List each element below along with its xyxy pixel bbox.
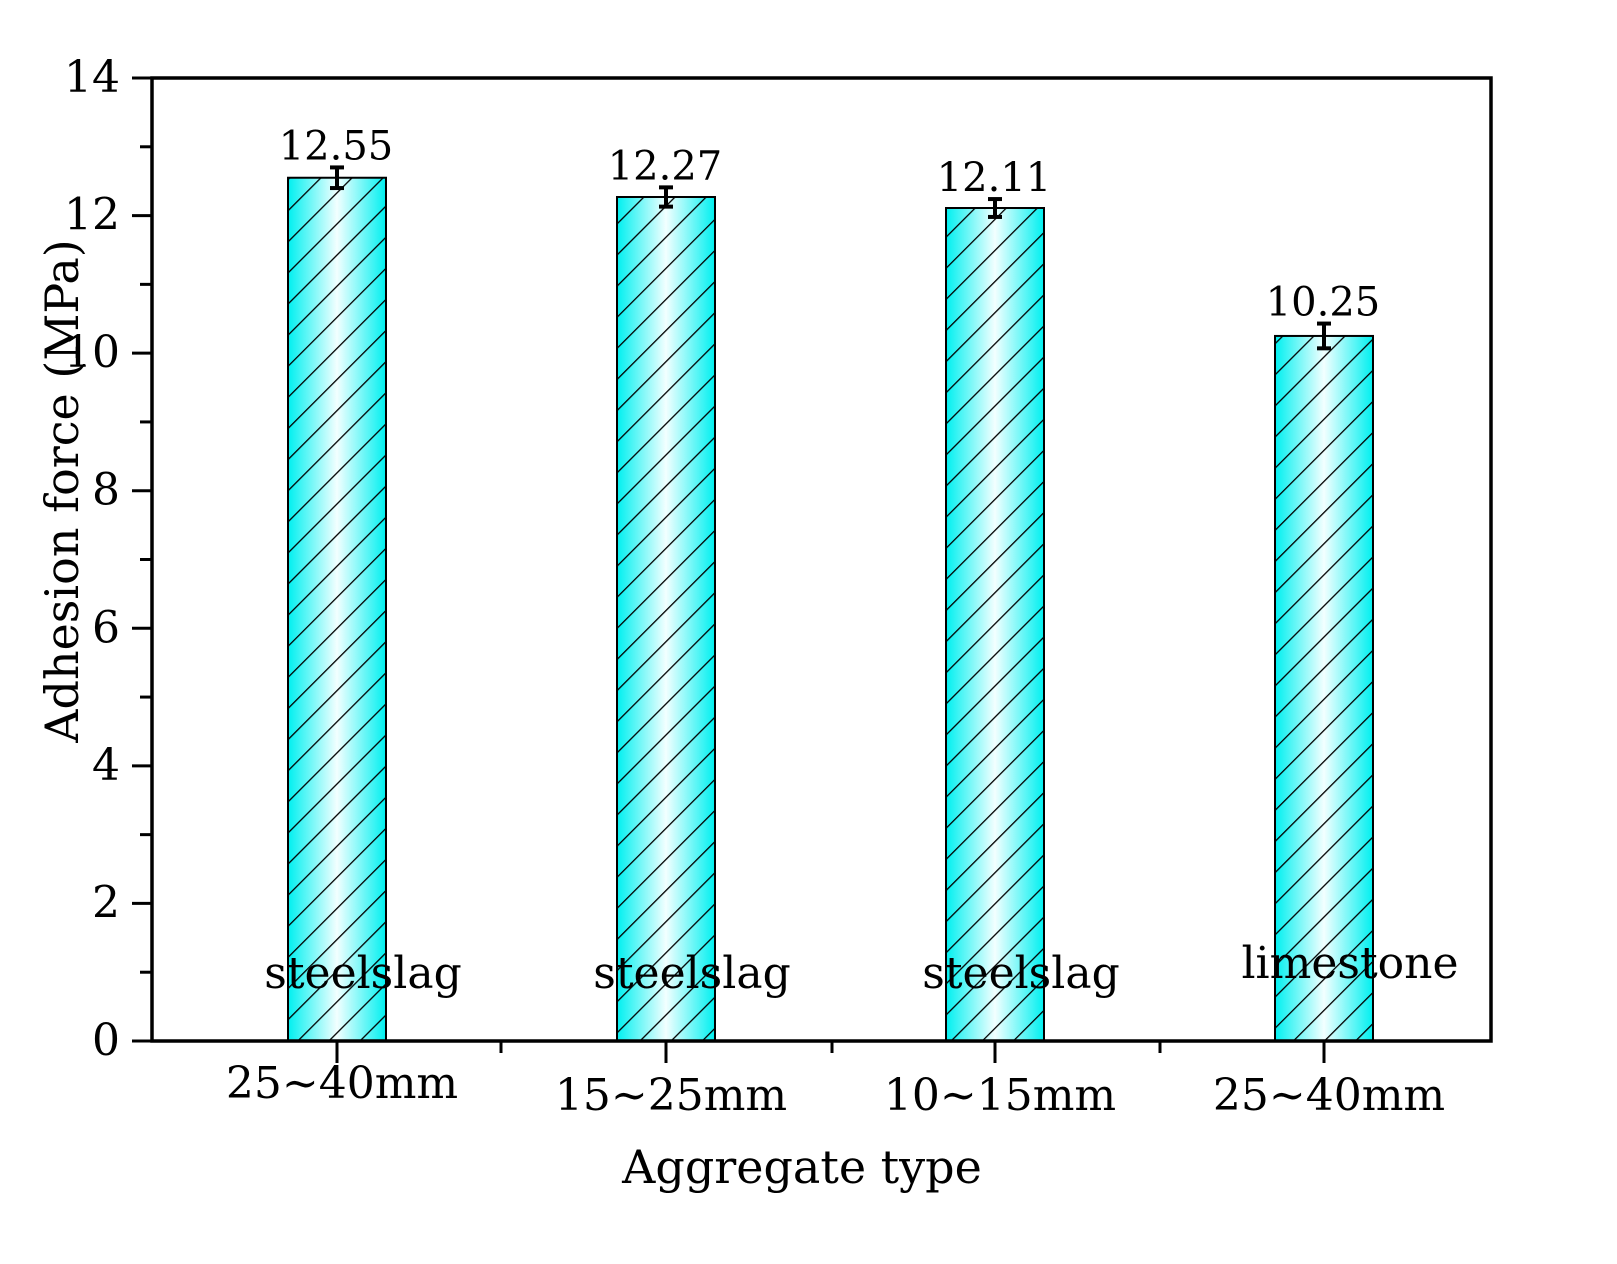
x-axis-title: Aggregate type — [621, 1140, 982, 1194]
x-tick-label: 15~25mm — [555, 1070, 787, 1121]
bar-3 — [945, 197, 1045, 1042]
bar-material-label: steelslag — [922, 948, 1119, 999]
x-tick-label: 25~40mm — [1213, 1070, 1445, 1121]
bar-hatch — [616, 195, 716, 1043]
value-label: 12.27 — [608, 143, 723, 189]
x-tick-label: 25~40mm — [226, 1058, 458, 1109]
y-axis-title: Adhesion force (MPa) — [35, 239, 89, 743]
bar-4 — [1274, 321, 1374, 1043]
bar-material-label: steelslag — [264, 948, 461, 999]
y-tick-label: 8 — [92, 465, 120, 516]
value-label: 10.25 — [1266, 280, 1381, 326]
bar-1 — [287, 165, 387, 1043]
y-tick-label: 2 — [92, 877, 120, 928]
bar-material-label: limestone — [1241, 938, 1458, 989]
x-tick-label: 10~15mm — [884, 1070, 1116, 1121]
bar-hatch — [287, 176, 387, 1043]
y-tick-label: 4 — [92, 740, 120, 791]
y-tick-label: 0 — [92, 1015, 120, 1066]
bar-material-label: steelslag — [593, 948, 790, 999]
y-tick-label: 12 — [64, 190, 120, 241]
y-tick-label: 14 — [64, 52, 120, 103]
bar-2 — [616, 185, 716, 1043]
bar-hatch — [945, 207, 1045, 1042]
y-tick-label: 6 — [92, 602, 120, 653]
value-label: 12.11 — [937, 155, 1052, 201]
y-tick-label: 10 — [64, 327, 120, 378]
plot-area: 12.55 steelslag 12.27 steelslag 12.11 steelsl… — [35, 52, 1493, 1194]
bar-hatch — [1274, 334, 1374, 1043]
value-label: 12.55 — [279, 123, 394, 169]
